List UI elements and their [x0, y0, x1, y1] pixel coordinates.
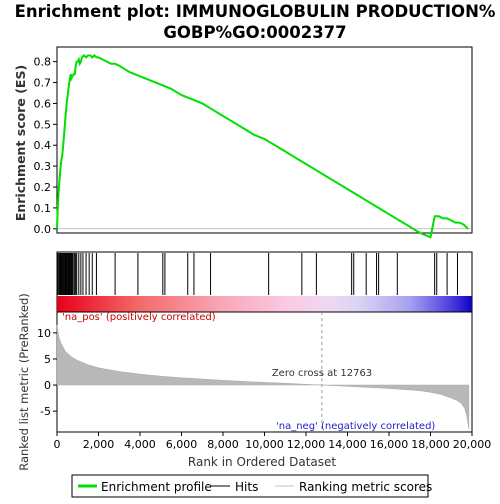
- x-tick-label: 14,000: [328, 438, 367, 451]
- legend-hits-label: Hits: [235, 480, 258, 494]
- legend-enrichment-label: Enrichment profile: [101, 480, 212, 494]
- positive-correlation-label: 'na_pos' (positively correlated): [62, 312, 216, 323]
- hits-panel: [56, 251, 473, 313]
- es-y-tick-label: 0.3: [34, 160, 52, 173]
- zero-cross-label: Zero cross at 12763: [272, 368, 372, 379]
- es-y-tick-label: 0.5: [34, 118, 52, 131]
- es-y-tick-label: 0.1: [34, 202, 52, 215]
- legend: Enrichment profile Hits Ranking metric s…: [71, 474, 432, 498]
- x-tick-label: 8,000: [207, 438, 239, 451]
- es-y-tick-label: 0.4: [34, 139, 52, 152]
- x-tick-label: 10,000: [245, 438, 284, 451]
- es-y-tick-label: 0.8: [34, 56, 52, 69]
- es-y-tick-label: 0.7: [34, 77, 52, 90]
- es-y-tick-label: 0.2: [34, 181, 52, 194]
- x-axis-label: Rank in Ordered Dataset: [188, 455, 336, 469]
- x-tick-label: 12,000: [287, 438, 326, 451]
- ranked-y-tick-label: 10: [37, 327, 51, 340]
- negative-correlation-label: 'na_neg' (negatively correlated): [276, 421, 435, 432]
- ranked-panel: Zero cross at 12763 'na_pos' (positively …: [37, 311, 492, 451]
- legend-box: [71, 474, 429, 498]
- legend-ranking-label: Ranking metric scores: [299, 480, 432, 494]
- ranked-y-axis-label: Ranked list metric (PreRanked): [17, 293, 31, 471]
- x-tick-label: 2,000: [83, 438, 115, 451]
- ranked-y-tick-label: 5: [44, 353, 51, 366]
- es-y-tick-label: 0.6: [34, 97, 52, 110]
- es-y-tick-label: 0.0: [34, 223, 52, 236]
- es-enrichment-line: [56, 54, 469, 239]
- ranked-plot-frame: [56, 311, 473, 433]
- x-tick-label: 16,000: [370, 438, 409, 451]
- ranked-y-tick-label: 0: [44, 379, 51, 392]
- x-tick-label: 0: [54, 438, 61, 451]
- ranking-metric-area: [56, 324, 470, 430]
- chart-title-line-2: GOBP%GO:0002377: [163, 23, 346, 42]
- es-y-axis-label: Enrichment score (ES): [13, 65, 28, 221]
- x-tick-label: 20,000: [453, 438, 492, 451]
- es-panel: 0.0 0.1 0.2 0.3 0.4 0.5 0.6 0.7 0.8: [34, 46, 473, 239]
- ranked-y-tick-label: -5: [40, 405, 51, 418]
- x-tick-label: 4,000: [124, 438, 156, 451]
- ranking-color-bar: [57, 296, 472, 312]
- chart-title-line-1: Enrichment plot: IMMUNOGLOBULIN PRODUCTI…: [15, 2, 496, 21]
- x-tick-label: 18,000: [411, 438, 450, 451]
- x-tick-label: 6,000: [166, 438, 198, 451]
